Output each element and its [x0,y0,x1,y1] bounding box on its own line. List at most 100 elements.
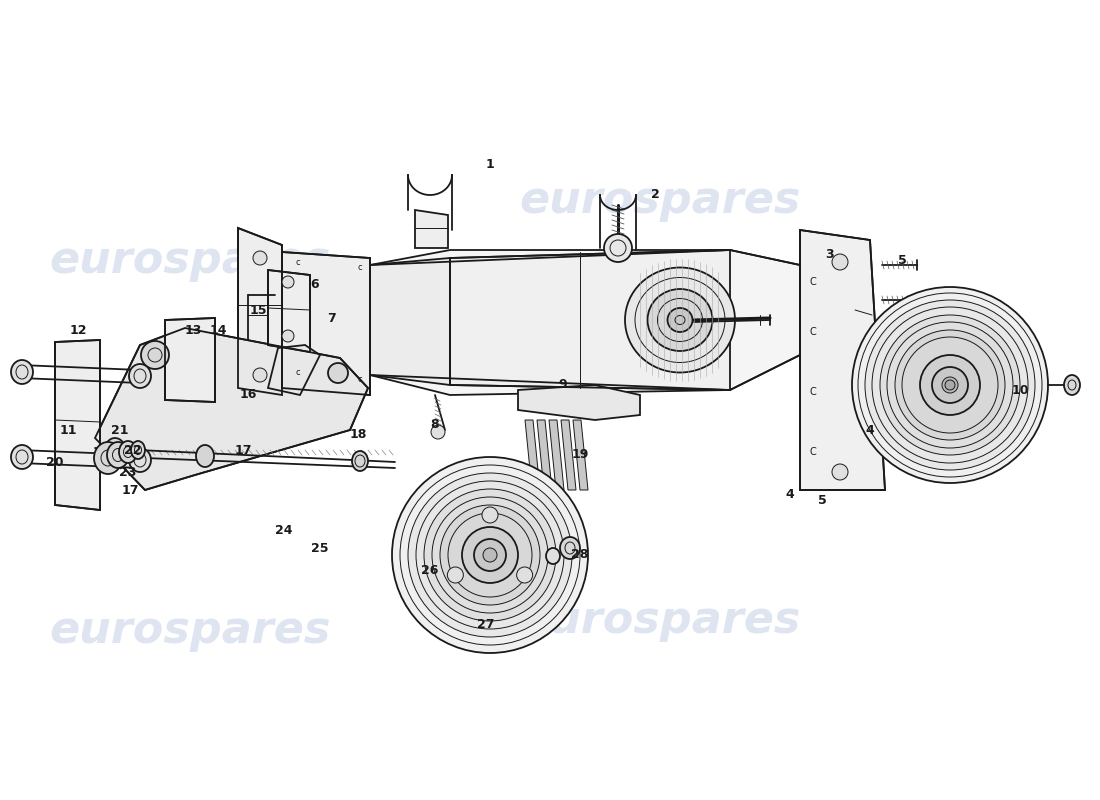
Circle shape [920,355,980,415]
Circle shape [945,380,955,390]
Circle shape [482,507,498,523]
Text: 14: 14 [209,323,227,337]
Circle shape [517,567,532,583]
Text: eurospares: eurospares [519,178,801,222]
Circle shape [462,527,518,583]
Text: 18: 18 [350,429,366,442]
Text: 15: 15 [250,303,266,317]
Text: 3: 3 [826,249,834,262]
Circle shape [141,341,169,369]
Ellipse shape [129,448,151,472]
Text: c: c [295,368,299,377]
Ellipse shape [107,442,129,468]
Ellipse shape [560,537,580,559]
Text: C: C [810,327,816,337]
Circle shape [253,251,267,265]
Polygon shape [573,420,588,490]
Circle shape [431,425,446,439]
Circle shape [932,367,968,403]
Text: 9: 9 [559,378,568,391]
Circle shape [440,505,540,605]
Circle shape [474,539,506,571]
Circle shape [328,363,348,383]
Text: 5: 5 [817,494,826,506]
Text: C: C [810,277,816,287]
Ellipse shape [352,451,368,471]
Text: c: c [358,375,362,384]
Circle shape [282,330,294,342]
Ellipse shape [94,442,122,474]
Text: 19: 19 [571,449,588,462]
Text: 21: 21 [111,423,129,437]
Text: 2: 2 [650,189,659,202]
Text: 1: 1 [485,158,494,171]
Polygon shape [561,420,576,490]
Text: 5: 5 [898,254,906,266]
Circle shape [895,330,1005,440]
Text: c: c [295,258,299,267]
Ellipse shape [11,360,33,384]
Circle shape [832,464,848,480]
Polygon shape [525,420,540,490]
Circle shape [483,548,497,562]
Text: eurospares: eurospares [519,598,801,642]
Circle shape [880,315,1020,455]
Text: 12: 12 [69,323,87,337]
Ellipse shape [129,364,151,388]
Circle shape [448,567,463,583]
Circle shape [253,368,267,382]
Polygon shape [238,228,282,395]
Text: 26: 26 [421,563,439,577]
Circle shape [392,457,588,653]
Polygon shape [537,420,552,490]
Ellipse shape [648,289,713,351]
Text: 17: 17 [121,483,139,497]
Polygon shape [415,210,448,248]
Text: 13: 13 [185,323,201,337]
Text: eurospares: eurospares [50,238,331,282]
Circle shape [604,234,632,262]
Text: 11: 11 [59,423,77,437]
Text: eurospares: eurospares [50,609,331,651]
Text: c: c [358,263,362,272]
Text: 27: 27 [477,618,495,631]
Polygon shape [549,420,564,490]
Text: 25: 25 [311,542,329,554]
Text: 20: 20 [46,455,64,469]
Ellipse shape [625,267,735,373]
Ellipse shape [1064,375,1080,395]
Text: C: C [810,387,816,397]
Ellipse shape [668,308,693,332]
Text: C: C [810,447,816,457]
Polygon shape [800,230,886,490]
Polygon shape [370,258,450,385]
Polygon shape [55,340,100,510]
Text: 4: 4 [866,423,874,437]
Circle shape [942,377,958,393]
Polygon shape [518,385,640,420]
Ellipse shape [196,445,214,467]
Circle shape [832,254,848,270]
Polygon shape [268,345,320,395]
Circle shape [424,489,556,621]
Circle shape [865,300,1035,470]
Text: 7: 7 [328,311,337,325]
Text: 16: 16 [240,389,256,402]
Circle shape [852,287,1048,483]
Polygon shape [282,252,370,395]
Polygon shape [268,270,310,352]
Text: 8: 8 [431,418,439,431]
Polygon shape [95,328,368,490]
Ellipse shape [119,441,138,463]
Text: 23: 23 [119,466,136,478]
Ellipse shape [11,445,33,469]
Circle shape [282,276,294,288]
Ellipse shape [546,548,560,564]
Polygon shape [165,318,214,402]
Ellipse shape [104,438,126,466]
Ellipse shape [131,441,145,459]
Text: 24: 24 [275,523,293,537]
Text: 28: 28 [571,549,588,562]
Text: 6: 6 [310,278,319,291]
Circle shape [408,473,572,637]
